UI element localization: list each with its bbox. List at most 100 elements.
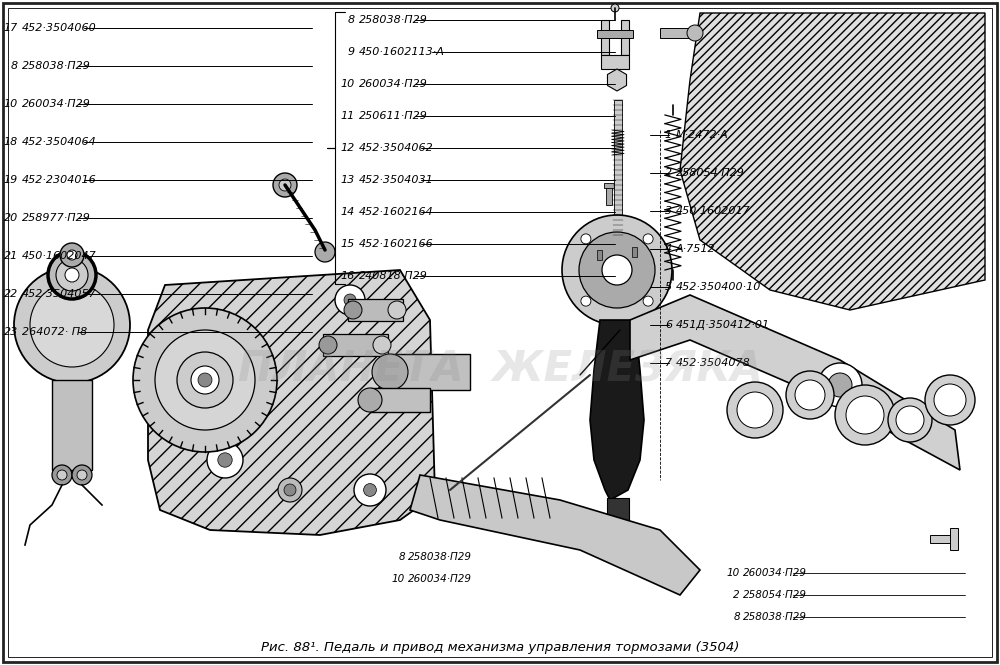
Circle shape [284,484,296,496]
Circle shape [207,322,243,358]
Text: 452·3504062: 452·3504062 [359,143,434,153]
Text: 9: 9 [348,47,355,57]
Text: 8: 8 [348,15,355,25]
Bar [660,28,695,38]
Text: 2: 2 [665,168,672,178]
Circle shape [335,285,365,315]
Bar [323,334,388,356]
Circle shape [191,366,219,394]
Text: 452·3504057: 452·3504057 [22,289,97,299]
Text: 452·1602166: 452·1602166 [359,239,434,249]
Circle shape [737,392,773,428]
Circle shape [602,255,632,285]
Circle shape [319,336,337,354]
Circle shape [581,296,591,306]
Text: 3: 3 [665,206,672,216]
Polygon shape [680,13,985,310]
Polygon shape [410,475,700,595]
Circle shape [57,470,67,480]
Circle shape [56,259,88,291]
Bar [52,380,92,470]
Text: 452·350400·10: 452·350400·10 [676,282,761,292]
Circle shape [354,474,386,506]
Circle shape [388,301,406,319]
Text: 260034·П29: 260034·П29 [22,99,91,109]
Text: 12: 12 [341,143,355,153]
Bar [597,30,633,38]
Text: 260034·П29: 260034·П29 [408,574,472,584]
Circle shape [795,380,825,410]
Circle shape [273,173,297,197]
Text: 10: 10 [392,574,405,584]
Circle shape [828,373,852,397]
Circle shape [67,250,77,260]
Text: 8: 8 [11,61,18,71]
Polygon shape [590,320,644,500]
Circle shape [846,396,884,434]
Text: 4: 4 [665,244,672,254]
Circle shape [60,243,84,267]
Text: 450·1602113·A: 450·1602113·A [359,47,445,57]
Bar [612,523,624,535]
Bar [601,20,609,55]
Circle shape [925,375,975,425]
Bar [597,250,602,260]
Text: 2: 2 [733,590,740,600]
Circle shape [934,384,966,416]
Bar [604,183,614,188]
Text: Рис. 88¹. Педаль и привод механизма управления тормозами (3504): Рис. 88¹. Педаль и привод механизма упра… [261,642,739,654]
Text: 19: 19 [4,175,18,185]
Text: 264072· П8: 264072· П8 [22,327,87,337]
Text: 1: 1 [665,130,672,140]
Text: 22: 22 [4,289,18,299]
Bar [950,528,958,550]
Text: 452·3504064: 452·3504064 [22,137,97,147]
Text: 451Д·350412·01: 451Д·350412·01 [676,320,770,330]
Circle shape [155,330,255,430]
Circle shape [358,388,382,412]
Circle shape [364,483,376,496]
Text: 250611·П29: 250611·П29 [359,111,428,121]
Circle shape [896,406,924,434]
Text: 18: 18 [4,137,18,147]
Text: 11: 11 [341,111,355,121]
Text: A·7512: A·7512 [676,244,716,254]
Text: 23: 23 [4,327,18,337]
Circle shape [315,242,335,262]
Circle shape [133,308,277,452]
Circle shape [581,234,591,244]
Circle shape [372,354,408,390]
Text: 10: 10 [727,568,740,578]
Bar [348,299,403,321]
Circle shape [72,465,92,485]
Text: ПЛАНЕТА  ЖЕЛЕЗЯКА: ПЛАНЕТА ЖЕЛЕЗЯКА [238,349,762,391]
Circle shape [218,453,232,467]
Polygon shape [148,270,435,535]
Circle shape [48,251,96,299]
Bar [930,535,955,543]
Circle shape [373,336,391,354]
Text: 10: 10 [341,79,355,89]
Circle shape [279,179,291,191]
Circle shape [562,215,672,325]
Text: 8: 8 [733,612,740,622]
Bar [614,100,622,240]
Text: 240818·П29: 240818·П29 [359,271,428,281]
Circle shape [818,363,862,407]
Circle shape [77,470,87,480]
Text: 14: 14 [341,207,355,217]
Circle shape [579,232,655,308]
Circle shape [65,268,79,282]
Text: 258054·П29: 258054·П29 [676,168,745,178]
Text: 452·3504078: 452·3504078 [676,358,751,368]
Text: 258038·П29: 258038·П29 [408,552,472,562]
Polygon shape [370,388,430,412]
Circle shape [888,398,932,442]
Circle shape [14,267,130,383]
Text: 452·3504060: 452·3504060 [22,23,97,33]
Text: 8: 8 [398,552,405,562]
Polygon shape [630,295,960,470]
Text: 452·2304016: 452·2304016 [22,175,97,185]
Text: 6: 6 [665,320,672,330]
Text: 258038·П29: 258038·П29 [22,61,91,71]
